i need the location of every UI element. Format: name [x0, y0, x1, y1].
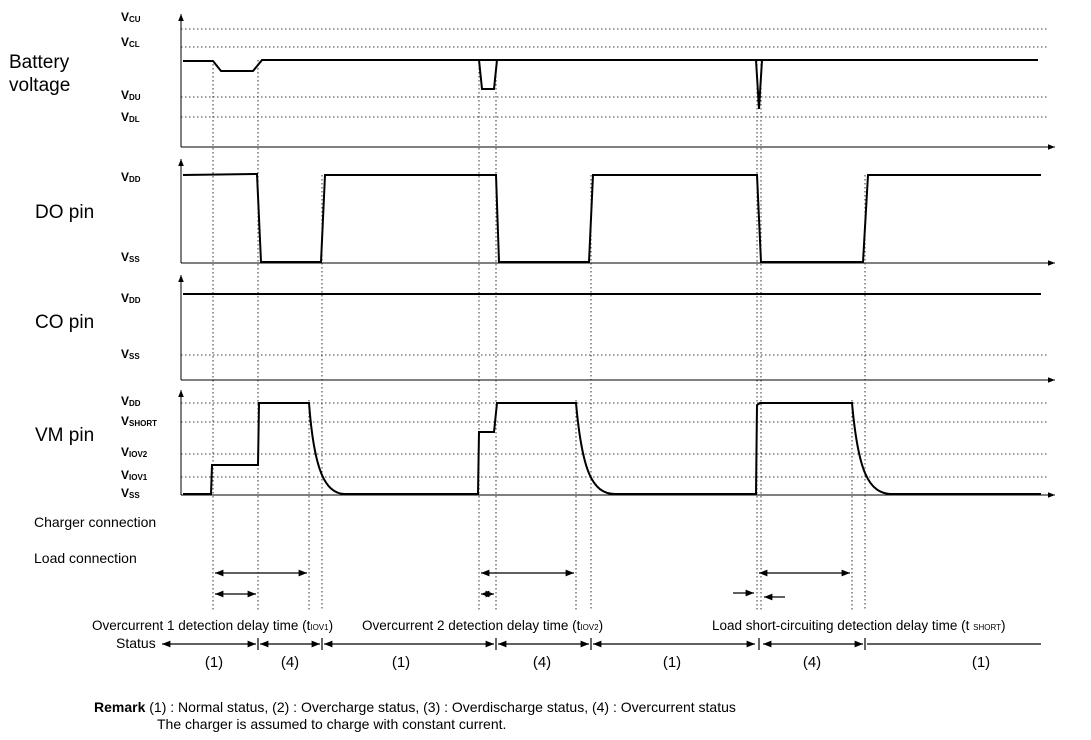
do-vdd-label: VDD [121, 170, 141, 184]
battery-voltage-dip-3 [755, 59, 763, 110]
status-value: (4) [803, 654, 821, 671]
vm-vshort-label: VSHORT [121, 414, 157, 428]
overcurrent2-delay-label: Overcurrent 2 detection delay time (tIOV… [362, 618, 603, 633]
axes [178, 14, 1055, 498]
event-lines [212, 60, 866, 610]
co-vdd-label: VDD [121, 291, 141, 305]
vm-pin-waveform [183, 402, 1041, 495]
do-vss-label: VSS [121, 250, 140, 264]
vm-viov2-label: VIOV2 [121, 445, 148, 459]
battery-voltage-dip-2 [478, 59, 498, 90]
remark: Remark (1) : Normal status, (2) : Overch… [94, 699, 736, 733]
vcl-label: VCL [121, 35, 140, 49]
voltage-labels: VCU VCL VDU VDL VDD VSS VDD VSS VDD VSHO… [121, 10, 157, 500]
co-pin-label: CO pin [35, 312, 94, 333]
remark-title: Remark [94, 699, 146, 715]
short-circuit-delay-label: Load short-circuiting detection delay ti… [712, 618, 1006, 633]
do-pin-label: DO pin [35, 202, 94, 223]
battery-voltage-waveform-a [183, 59, 1038, 72]
vdu-label: VDU [121, 88, 141, 102]
remark-line-1: Remark (1) : Normal status, (2) : Overch… [94, 699, 736, 716]
timing-diagram: Battery voltage DO pin CO pin VM pin VCU… [9, 10, 1055, 671]
delay-descriptions: Overcurrent 1 detection delay time (tIOV… [92, 618, 1006, 633]
status-value: (1) [392, 654, 410, 671]
status-values: (1) (4) (1) (4) (1) (4) (1) [205, 654, 990, 671]
remark-line-2: The charger is assumed to charge with co… [157, 716, 507, 732]
status-value: (1) [205, 654, 223, 671]
delay-arrows [215, 569, 850, 601]
status-value: (4) [281, 654, 299, 671]
row-labels: Battery voltage DO pin CO pin VM pin [9, 52, 94, 446]
vdl-label: VDL [121, 110, 140, 124]
battery-label-line2: voltage [9, 75, 70, 96]
co-vss-label: VSS [121, 347, 140, 361]
overcurrent1-delay-label: Overcurrent 1 detection delay time (tIOV… [92, 618, 333, 633]
remark-text: (1) : Normal status, (2) : Overcharge st… [145, 699, 736, 715]
do-pin-waveform [182, 172, 1041, 263]
status-value: (4) [533, 654, 551, 671]
vm-vss-label: VSS [121, 486, 140, 500]
status-arrows [162, 638, 1041, 650]
vcu-label: VCU [121, 10, 141, 24]
status-label: Status [116, 635, 156, 651]
waveforms [182, 59, 1041, 495]
vm-viov1-label: VIOV1 [121, 468, 148, 482]
status-value: (1) [663, 654, 681, 671]
charger-connection-label: Charger connection [34, 514, 156, 530]
vm-pin-label: VM pin [35, 425, 94, 446]
reference-lines [181, 28, 1048, 478]
vm-vdd-label: VDD [121, 394, 141, 408]
battery-label-line1: Battery [9, 52, 70, 73]
status-value: (1) [972, 654, 990, 671]
load-connection-label: Load connection [34, 550, 137, 566]
